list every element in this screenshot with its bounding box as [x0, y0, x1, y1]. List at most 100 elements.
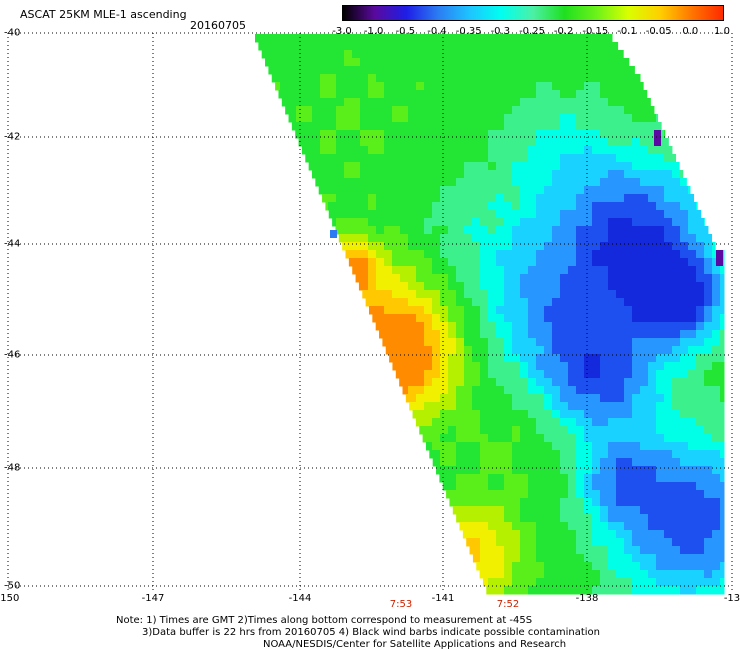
swath-cell: [384, 50, 393, 59]
swath-cell: [352, 138, 361, 147]
swath-cell: [704, 250, 713, 259]
swath-cell: [488, 490, 497, 499]
swath-cell: [304, 106, 313, 115]
swath-cell: [480, 194, 489, 203]
swath-cell: [296, 66, 305, 75]
swath-cell: [400, 266, 409, 275]
swath-cell: [488, 226, 497, 235]
swath-cell: [528, 122, 537, 131]
swath-cell: [376, 66, 385, 75]
swath-cell: [680, 362, 689, 371]
swath-cell: [656, 530, 665, 539]
swath-cell: [344, 42, 353, 51]
swath-cell: [488, 290, 497, 299]
swath-cell: [664, 154, 673, 163]
swath-cell: [480, 530, 489, 539]
swath-cell: [528, 146, 537, 155]
swath-cell: [704, 218, 705, 227]
swath-cell: [584, 50, 593, 59]
swath-cell: [488, 282, 497, 291]
swath-cell: [680, 554, 689, 563]
swath-cell: [288, 58, 297, 67]
swath-cell: [520, 562, 529, 571]
swath-cell: [520, 202, 529, 211]
swath-cell: [344, 98, 353, 107]
swath-cell: [696, 506, 705, 515]
swath-cell: [696, 458, 705, 467]
swath-cell: [552, 114, 561, 123]
swath-cell: [592, 34, 601, 43]
swath-cell: [608, 362, 617, 371]
swath-cell: [496, 426, 505, 435]
swath-cell: [664, 194, 673, 203]
swath-cell: [384, 66, 393, 75]
swath-cell: [680, 202, 689, 211]
swath-cell: [488, 362, 497, 371]
swath-cell: [496, 162, 505, 171]
swath-cell: [280, 34, 289, 43]
swath-cell: [472, 106, 481, 115]
swath-cell: [568, 330, 577, 339]
swath-cell: [720, 450, 725, 459]
swath-cell: [464, 362, 473, 371]
swath-cell: [592, 82, 601, 91]
swath-cell: [688, 450, 697, 459]
swath-cell: [576, 138, 585, 147]
swath-cell: [376, 114, 385, 123]
swath-cell: [688, 458, 697, 467]
swath-cell: [616, 322, 625, 331]
swath-cell: [520, 546, 529, 555]
swath-cell: [320, 106, 329, 115]
swath-cell: [504, 586, 513, 595]
swath-cell: [544, 218, 553, 227]
swath-cell: [560, 98, 569, 107]
swath-cell: [688, 410, 697, 419]
swath-cell: [512, 530, 521, 539]
swath-cell: [640, 178, 649, 187]
swath-cell: [504, 506, 513, 515]
swath-cell: [544, 338, 553, 347]
swath-cell: [504, 378, 513, 387]
swath-cell: [432, 146, 441, 155]
swath-cell: [640, 106, 649, 115]
swath-cell: [712, 290, 721, 299]
swath-cell: [384, 314, 393, 323]
swath-cell: [448, 82, 457, 91]
swath-cell: [440, 98, 449, 107]
swath-cell: [648, 434, 657, 443]
swath-cell: [560, 538, 569, 547]
swath-cell: [480, 322, 489, 331]
swath-cell: [432, 106, 441, 115]
swath-cell: [520, 154, 529, 163]
swath-cell: [480, 58, 489, 67]
swath-cell: [608, 122, 617, 131]
swath-cell: [560, 66, 569, 75]
swath-cell: [488, 538, 497, 547]
swath-cell: [680, 234, 689, 243]
swath-cell: [608, 314, 617, 323]
swath-cell: [600, 66, 609, 75]
swath-cell: [608, 354, 617, 363]
swath-cell: [696, 330, 705, 339]
swath-cell: [504, 274, 513, 283]
swath-cell: [528, 186, 537, 195]
swath-cell: [576, 282, 585, 291]
swath-cell: [400, 194, 409, 203]
swath-cell: [528, 82, 537, 91]
swath-cell: [472, 410, 481, 419]
swath-cell: [360, 282, 369, 291]
swath-cell: [432, 98, 441, 107]
swath-cell: [305, 154, 314, 163]
swath-cell: [496, 234, 505, 243]
swath-cell: [672, 410, 681, 419]
swath-cell: [528, 266, 537, 275]
swath-cell: [632, 314, 641, 323]
swath-cell: [336, 42, 345, 51]
swath-cell: [472, 66, 481, 75]
swath-cell: [648, 178, 657, 187]
swath-cell: [632, 378, 641, 387]
swath-cell: [712, 442, 721, 451]
swath-cell: [688, 354, 697, 363]
swath-cell: [664, 346, 673, 355]
swath-cell: [616, 74, 625, 83]
